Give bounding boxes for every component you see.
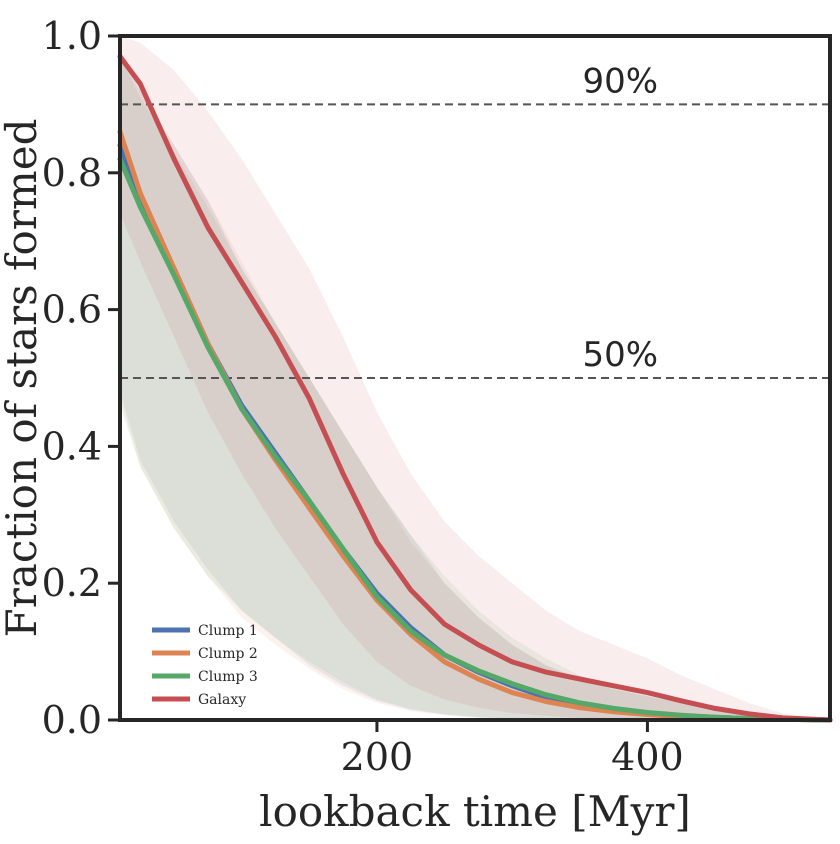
clump-2-legend-label: Clump 2 — [198, 646, 258, 662]
hline-label-90-: 90% — [583, 61, 659, 101]
clump-1-legend-label: Clump 1 — [198, 623, 258, 639]
x-tick-label: 400 — [611, 735, 684, 779]
clump-3-legend-label: Clump 3 — [198, 669, 258, 685]
galaxy-line — [117, 54, 833, 723]
y-tick-label: 0.6 — [42, 288, 102, 332]
hline-label-50-: 50% — [583, 335, 659, 375]
reference-lines: 90% 50% — [120, 61, 830, 379]
x-tick-label: 200 — [341, 735, 414, 779]
galaxy-legend-label: Galaxy — [198, 692, 246, 708]
clump-3-band — [120, 56, 830, 720]
axis-ticks: 0.0 0.2 0.4 0.6 0.8 1.0 200 400 — [42, 14, 684, 779]
y-tick-label: 0.8 — [42, 151, 102, 195]
y-tick-label: 0.0 — [42, 698, 102, 742]
y-tick-label: 1.0 — [42, 14, 102, 58]
y-tick-label: 0.2 — [42, 561, 102, 605]
galaxy-band — [120, 36, 830, 720]
clump-1-band — [120, 56, 830, 720]
y-axis-label: Fraction of stars formed — [0, 119, 46, 638]
legend: Clump 1 Clump 2 Clump 3 Galaxy — [152, 623, 258, 708]
series-lines — [117, 54, 833, 723]
clump-3-line — [117, 156, 833, 723]
confidence-bands — [120, 36, 830, 720]
y-tick-label: 0.4 — [42, 424, 102, 468]
clump-2-band — [120, 49, 830, 720]
plot-frame — [118, 34, 832, 722]
x-axis-label: lookback time [Myr] — [259, 787, 691, 836]
